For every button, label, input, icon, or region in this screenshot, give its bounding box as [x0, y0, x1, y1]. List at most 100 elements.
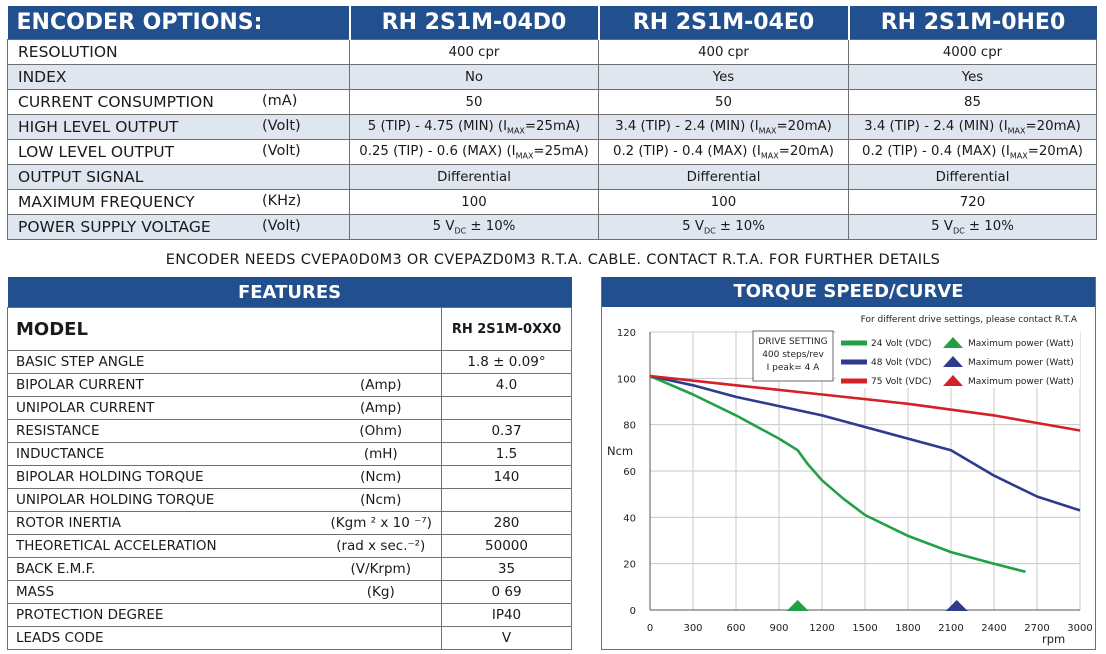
legend-triangle [943, 356, 963, 367]
encoder-value-cell: 3.4 (TIP) - 2.4 (MIN) (IMAX=20mA) [848, 114, 1097, 140]
encoder-value-cell: 5 VDC ± 10% [598, 214, 849, 240]
value-text: =20mA) [778, 143, 834, 159]
series-line-0 [649, 374, 1026, 574]
feature-unit [330, 350, 442, 374]
encoder-value-cell: 400 cpr [349, 39, 599, 65]
encoder-row-label-text: LOW LEVEL OUTPUT [18, 143, 175, 161]
feature-unit [330, 626, 442, 650]
chart-note: For different drive settings, please con… [861, 315, 1078, 325]
model-label: MODEL [7, 307, 331, 351]
encoder-header-row: ENCODER OPTIONS: RH 2S1M-04D0 RH 2S1M-04… [7, 6, 1097, 40]
encoder-row-unit: (Volt) [262, 218, 301, 234]
legend-triangle [943, 337, 963, 348]
encoder-value-cell: Differential [848, 164, 1097, 190]
torque-speed-chart: 0 300 600 900 1200 1500 1800 2100 2400 2700 3000 0 2… [607, 315, 1093, 646]
feature-label: UNIPOLAR HOLDING TORQUE [7, 488, 331, 512]
encoder-options-table: ENCODER OPTIONS: RH 2S1M-04D0 RH 2S1M-04… [7, 6, 1097, 240]
encoder-row-label-text: POWER SUPPLY VOLTAGE [18, 218, 211, 236]
encoder-row: POWER SUPPLY VOLTAGE (Volt) 5 VDC ± 10% 5 V… [7, 214, 1097, 240]
feature-row: INDUCTANCE (mH) 1.5 [7, 442, 573, 466]
x-tick-label: 2100 [938, 623, 963, 634]
x-tick-label: 2700 [1024, 623, 1049, 634]
torque-speed-title: TORQUE SPEED/CURVE [602, 277, 1095, 307]
encoder-value-cell: Differential [349, 164, 599, 190]
encoder-row-label: CURRENT CONSUMPTION (mA) [7, 89, 350, 115]
encoder-row-unit: (Volt) [262, 118, 301, 134]
feature-unit: (Ncm) [330, 465, 442, 489]
y-tick-label: 120 [617, 328, 636, 339]
feature-label: INDUCTANCE [7, 442, 331, 466]
value-subscript: MAX [1007, 126, 1026, 136]
encoder-model-header: RH 2S1M-04D0 [348, 6, 599, 40]
feature-value: 0 69 [440, 580, 573, 604]
value-text: 5 V [931, 218, 953, 234]
value-subscript: MAX [515, 151, 534, 161]
encoder-row-label: HIGH LEVEL OUTPUT (Volt) [7, 114, 350, 140]
legend-triangle [943, 375, 963, 386]
feature-row: UNIPOLAR CURRENT (Amp) [7, 396, 573, 420]
feature-label: ROTOR INERTIA [7, 511, 331, 535]
encoder-value-cell: 50 [598, 89, 849, 115]
value-text: ± 10% [964, 218, 1014, 234]
x-tick-label: 0 [647, 623, 653, 634]
encoder-value-cell: 0.2 (TIP) - 0.4 (MAX) (IMAX=20mA) [598, 139, 849, 165]
legend-label: 48 Volt (VDC) [871, 358, 932, 368]
feature-row: ROTOR INERTIA (Kgm ² x 10 ⁻⁷) 280 [7, 511, 573, 535]
encoder-row-unit: (Volt) [262, 143, 301, 159]
x-tick-label: 1800 [895, 623, 920, 634]
encoder-title: ENCODER OPTIONS: [7, 6, 350, 40]
encoder-value-cell: 0.2 (TIP) - 0.4 (MAX) (IMAX=20mA) [848, 139, 1097, 165]
feature-value: 50000 [440, 534, 573, 558]
feature-row: THEORETICAL ACCELERATION (rad x sec.⁻²) 50… [7, 534, 573, 558]
value-text: 3.4 (TIP) - 2.4 (MIN) (I [615, 118, 759, 134]
value-text: =25mA) [533, 143, 589, 159]
encoder-row-unit: (mA) [262, 93, 298, 109]
feature-value: 35 [440, 557, 573, 581]
feature-value: 1.8 ± 0.09° [440, 350, 573, 374]
encoder-value-cell: Yes [848, 64, 1097, 90]
y-tick-label: 40 [623, 513, 636, 524]
feature-label: BIPOLAR HOLDING TORQUE [7, 465, 331, 489]
value-text: 3.4 (TIP) - 2.4 (MIN) (I [864, 118, 1008, 134]
encoder-value-cell: Yes [598, 64, 849, 90]
encoder-row-label-text: RESOLUTION [18, 43, 118, 61]
feature-value [440, 488, 573, 512]
encoder-value-cell: 400 cpr [598, 39, 849, 65]
feature-label: PROTECTION DEGREE [7, 603, 331, 627]
encoder-value-cell: 4000 cpr [848, 39, 1097, 65]
encoder-row-label: POWER SUPPLY VOLTAGE (Volt) [7, 214, 350, 240]
value-subscript: DC [703, 226, 716, 236]
feature-label: BASIC STEP ANGLE [7, 350, 331, 374]
encoder-value-cell: 0.25 (TIP) - 0.6 (MAX) (IMAX=25mA) [349, 139, 599, 165]
encoder-model-header: RH 2S1M-0HE0 [847, 6, 1097, 40]
legend-label: 75 Volt (VDC) [871, 377, 932, 387]
features-table: FEATURES MODEL RH 2S1M-0XX0 BASIC STEP A… [7, 277, 573, 650]
encoder-row-label-text: OUTPUT SIGNAL [18, 168, 144, 186]
encoder-value-cell: 5 (TIP) - 4.75 (MIN) (IMAX=25mA) [349, 114, 599, 140]
encoder-row-label-text: CURRENT CONSUMPTION [18, 93, 214, 111]
x-tick-label: 900 [769, 623, 788, 634]
encoder-row-label-text: INDEX [18, 68, 67, 86]
encoder-row-unit: (KHz) [262, 193, 302, 209]
legend-box [836, 331, 1080, 388]
feature-value: 1.5 [440, 442, 573, 466]
legend-max-power: Maximum power (Watt) [968, 358, 1074, 368]
feature-value: 280 [440, 511, 573, 535]
feature-label: THEORETICAL ACCELERATION [7, 534, 331, 558]
value-text: =20mA) [1025, 118, 1081, 134]
cable-note: ENCODER NEEDS CVEPA0D0M3 OR CVEPAZD0M3 R… [165, 252, 941, 268]
encoder-row: LOW LEVEL OUTPUT (Volt) 0.25 (TIP) - 0.6 (… [7, 139, 1097, 165]
feature-unit: (V/Krpm) [330, 557, 442, 581]
encoder-row: CURRENT CONSUMPTION (mA) 50 50 85 [7, 89, 1097, 115]
value-text: ± 10% [715, 218, 765, 234]
legend-max-power: Maximum power (Watt) [968, 339, 1074, 349]
feature-row: BASIC STEP ANGLE 1.8 ± 0.09° [7, 350, 573, 374]
feature-unit: (Ncm) [330, 488, 442, 512]
feature-unit: (mH) [330, 442, 442, 466]
legend-max-power: Maximum power (Watt) [968, 377, 1074, 387]
feature-label: BACK E.M.F. [7, 557, 331, 581]
encoder-value-cell: 5 VDC ± 10% [349, 214, 599, 240]
value-text: 0.2 (TIP) - 0.4 (MAX) (I [613, 143, 761, 159]
encoder-value-cell: 3.4 (TIP) - 2.4 (MIN) (IMAX=20mA) [598, 114, 849, 140]
value-text: =20mA) [776, 118, 832, 134]
